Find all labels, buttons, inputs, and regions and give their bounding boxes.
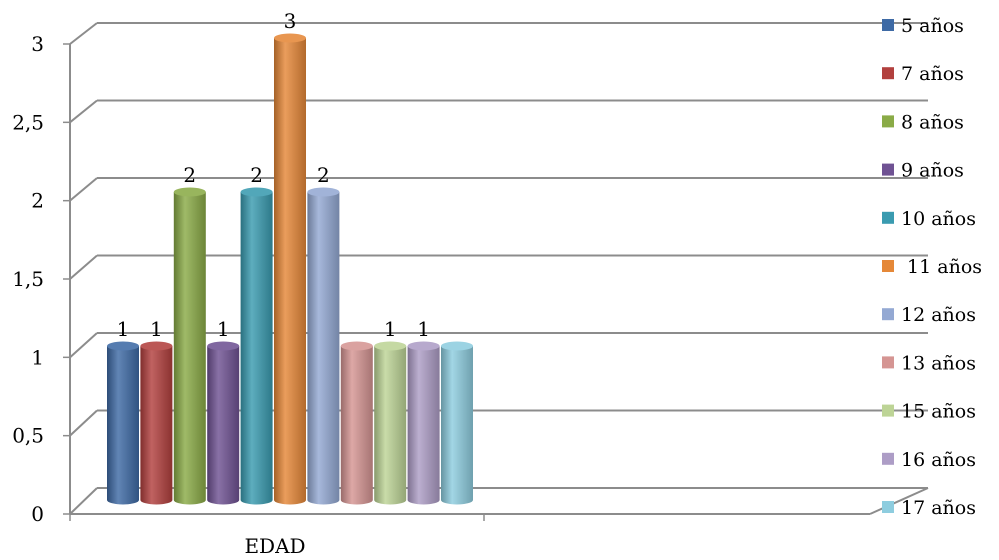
bar-3	[173, 187, 206, 505]
legend-label: 17 años	[901, 497, 976, 519]
bar-top	[240, 187, 273, 197]
legend: 5 años 7 años 8 años 9 años 10 años 11 años 1…	[882, 15, 982, 519]
bar-body	[274, 38, 306, 505]
gridline-depth	[69, 254, 98, 280]
legend-swatch	[882, 115, 894, 128]
bar-5	[240, 187, 273, 505]
legend-swatch	[882, 501, 894, 513]
axes: 0 0,5 1 1,5 2 2,5 3	[12, 32, 929, 526]
bar-body	[107, 346, 139, 505]
bar-body	[140, 346, 173, 505]
data-label: 1	[117, 317, 130, 341]
legend-swatch	[882, 163, 894, 176]
legend-item: 7 años	[882, 63, 964, 85]
bar-top	[207, 341, 240, 351]
gridline-depth	[69, 22, 98, 45]
bar-top	[441, 341, 473, 351]
legend-label: 15 años	[901, 401, 976, 423]
y-tick-label: 0,5	[12, 424, 44, 448]
gridline-depth	[69, 177, 98, 202]
bar-6	[274, 33, 306, 505]
legend-swatch	[882, 19, 894, 31]
legend-item: 17 años	[882, 497, 976, 519]
bar-top	[307, 187, 340, 197]
y-tick-label: 1,5	[12, 267, 44, 291]
bar-11	[441, 341, 473, 505]
x-axis-title: EDAD	[244, 534, 305, 558]
legend-swatch	[882, 404, 894, 417]
legend-item: 16 años	[882, 449, 976, 471]
legend-item: 10 años	[882, 208, 976, 230]
gridline-depth	[69, 332, 98, 359]
bar-top	[407, 341, 440, 351]
data-label: 1	[417, 317, 430, 341]
legend-label: 7 años	[901, 63, 964, 85]
bar-1	[107, 341, 139, 505]
bar-body	[307, 192, 340, 505]
legend-item: 8 años	[882, 111, 964, 133]
y-tick-label: 0	[31, 502, 44, 526]
bar-top	[173, 187, 206, 197]
bar-8	[340, 341, 373, 505]
bar-9	[374, 341, 407, 505]
data-label: 2	[317, 163, 330, 187]
bar-top	[107, 341, 139, 351]
gridline-depth	[69, 99, 98, 124]
legend-label: 10 años	[901, 208, 976, 230]
data-label: 2	[250, 163, 263, 187]
bar-top	[340, 341, 373, 351]
gridline-depth	[69, 487, 98, 515]
data-label: 2	[183, 163, 196, 187]
legend-swatch	[882, 452, 894, 465]
legend-swatch	[882, 308, 894, 321]
y-tick-label: 2,5	[12, 110, 44, 134]
gridline-depth	[69, 409, 98, 437]
data-label: 1	[384, 317, 397, 341]
y-tick-label: 3	[31, 32, 44, 56]
bar-body	[173, 192, 206, 505]
legend-label: 5 años	[901, 15, 964, 37]
bar-body	[207, 346, 240, 505]
data-label: 1	[150, 317, 163, 341]
legend-item: 15 años	[882, 401, 976, 423]
legend-label: 8 años	[901, 111, 964, 133]
legend-swatch	[882, 211, 894, 224]
bar-top	[140, 341, 173, 351]
legend-item: 9 años	[882, 160, 964, 182]
legend-swatch	[882, 356, 894, 369]
bar-body	[374, 346, 407, 505]
legend-label: 9 años	[901, 160, 964, 182]
bar-top	[274, 33, 306, 43]
bar-body	[407, 346, 440, 505]
floor-edge	[869, 487, 929, 515]
bar-body	[340, 346, 373, 505]
bar-10	[407, 341, 440, 505]
legend-item: 5 años	[882, 15, 964, 37]
legend-label: 11 años	[901, 256, 982, 278]
legend-label: 12 años	[901, 304, 976, 326]
bar-body	[441, 346, 473, 505]
data-label: 1	[217, 317, 230, 341]
bars	[107, 33, 473, 505]
legend-item: 12 años	[882, 304, 976, 326]
bar-body	[240, 192, 273, 505]
legend-item: 11 años	[882, 256, 982, 278]
legend-label: 16 años	[901, 449, 976, 471]
y-tick-label: 2	[31, 189, 44, 213]
legend-label: 13 años	[901, 352, 976, 374]
bar-4	[207, 341, 240, 505]
legend-item: 13 años	[882, 352, 976, 374]
legend-swatch	[882, 260, 894, 272]
bar-7	[307, 187, 340, 505]
y-tick-label: 1	[31, 345, 44, 369]
bar-top	[374, 341, 407, 351]
legend-swatch	[882, 67, 894, 80]
data-label: 3	[284, 9, 297, 33]
bar-2	[140, 341, 173, 505]
